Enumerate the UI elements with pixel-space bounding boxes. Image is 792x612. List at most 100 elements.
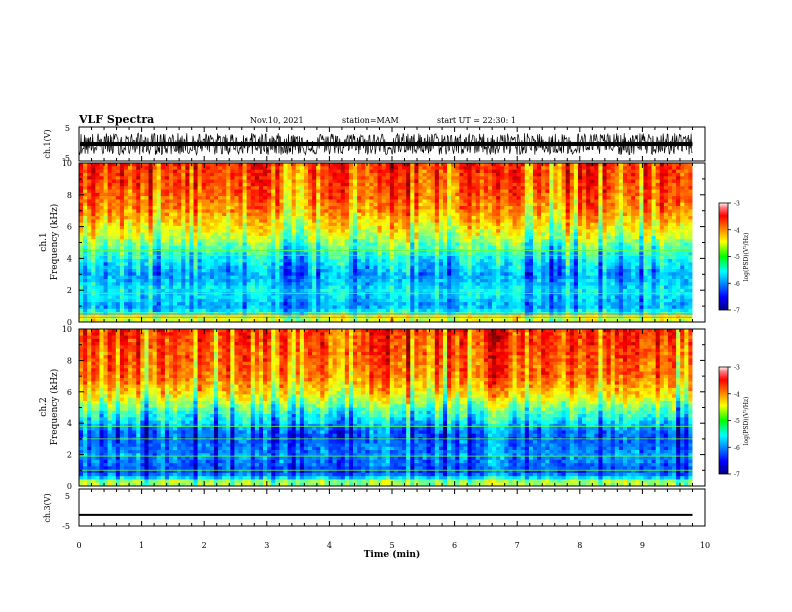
spectrogram-cell — [103, 235, 108, 240]
spectrogram-cell — [263, 295, 268, 300]
spectrogram-cell — [91, 172, 96, 177]
spectrogram-cell — [234, 196, 239, 200]
spectrogram-cell — [279, 269, 284, 273]
spectrogram-cell — [99, 212, 104, 217]
spectrogram-cell — [263, 298, 268, 303]
spectrogram-cell — [79, 212, 84, 217]
spectrogram-cell — [226, 169, 231, 174]
spectrogram-cell — [140, 245, 145, 250]
spectrogram-cell — [132, 305, 137, 310]
spectrogram-cell — [193, 212, 198, 217]
spectrogram-cell — [455, 186, 460, 190]
spectrogram-cell — [128, 212, 133, 217]
spectrogram-cell — [213, 225, 219, 230]
spectrogram-cell — [483, 222, 489, 227]
spectrogram-cell — [234, 292, 239, 296]
spectrogram-cell — [185, 199, 190, 204]
spectrogram-cell — [136, 278, 141, 283]
spectrogram-cell — [434, 302, 440, 306]
spectrogram-cell — [107, 235, 113, 240]
spectrogram-cell — [492, 255, 497, 260]
spectrogram-cell — [299, 242, 305, 247]
spectrogram-cell — [173, 292, 178, 296]
spectrogram-cell — [487, 302, 493, 306]
spectrogram-cell — [83, 219, 88, 223]
spectrogram-cell — [148, 176, 153, 180]
spectrogram-cell — [348, 196, 354, 200]
spectrogram-cell — [312, 235, 317, 240]
spectrogram-cell — [451, 163, 456, 167]
spectrogram-cell — [475, 262, 481, 267]
spectrogram-cell — [324, 298, 329, 303]
spectrogram-cell — [291, 288, 297, 293]
spectrogram-cell — [381, 285, 387, 290]
spectrogram-cell — [426, 192, 432, 197]
spectrogram-cell — [230, 265, 235, 270]
spectrogram-cell — [393, 239, 399, 243]
spectrogram-cell — [389, 235, 395, 240]
spectrogram-cell — [258, 295, 264, 300]
spectrogram-cell — [132, 318, 137, 323]
spectrogram-cell — [402, 298, 407, 303]
spectrogram-cell — [91, 252, 96, 257]
spectrogram-cell — [254, 206, 260, 210]
spectrogram-cell — [373, 239, 378, 243]
spectrogram-cell — [132, 182, 137, 187]
spectrogram-cell — [381, 199, 387, 204]
spectrogram-cell — [389, 255, 395, 260]
spectrogram-cell — [451, 272, 456, 276]
spectrogram-cell — [365, 192, 370, 197]
spectrogram-cell — [328, 209, 333, 214]
spectrogram-cell — [320, 225, 325, 230]
spectrogram-cell — [181, 239, 186, 243]
spectrogram-cell — [267, 282, 272, 286]
spectrogram-cell — [381, 252, 387, 257]
spectrogram-cell — [128, 189, 133, 194]
spectrogram-cell — [443, 169, 448, 174]
spectrogram-cell — [246, 245, 252, 250]
spectrogram-cell — [455, 298, 460, 303]
spectrogram-cell — [398, 262, 403, 267]
spectrogram-cell — [226, 225, 231, 230]
spectrogram-cell — [414, 272, 419, 276]
spectrogram-cell — [111, 255, 117, 260]
spectrogram-cell — [357, 292, 362, 296]
spectrogram-cell — [438, 262, 444, 267]
spectrogram-cell — [119, 278, 125, 283]
spectrogram-cell — [205, 252, 211, 257]
spectrogram-cell — [119, 216, 125, 220]
spectrogram-cell — [320, 275, 325, 280]
spectrogram-cell — [103, 216, 108, 220]
spectrogram-cell — [447, 249, 452, 253]
spectrogram-cell — [377, 229, 382, 233]
spectrogram-cell — [483, 278, 489, 283]
spectrogram-cell — [91, 169, 96, 174]
spectrogram-cell — [398, 282, 403, 286]
spectrogram-cell — [222, 302, 227, 306]
spectrogram-cell — [426, 216, 432, 220]
spectrogram-cell — [483, 252, 489, 257]
spectrogram-cell — [148, 225, 153, 230]
spectrogram-cell — [123, 232, 129, 237]
spectrogram-cell — [275, 255, 280, 260]
spectrogram-cell — [275, 179, 280, 184]
spectrogram-cell — [418, 249, 423, 253]
spectrogram-cell — [99, 196, 104, 200]
spectrogram-cell — [250, 202, 256, 207]
spectrogram-cell — [119, 202, 125, 207]
spectrogram-cell — [136, 189, 141, 194]
spectrogram-cell — [91, 242, 96, 247]
spectrogram-cell — [447, 252, 452, 257]
spectrogram-cell — [103, 222, 108, 227]
spectrogram-cell — [189, 189, 194, 194]
spectrogram-cell — [250, 222, 256, 227]
spectrogram-cell — [332, 189, 338, 194]
spectrogram-cell — [308, 318, 313, 323]
spectrogram-cell — [201, 269, 207, 273]
spectrogram-cell — [451, 292, 456, 296]
spectrogram-cell — [434, 202, 440, 207]
spectrogram-cell — [430, 176, 436, 180]
spectrogram-cell — [115, 318, 121, 323]
spectrogram-cell — [144, 249, 149, 253]
